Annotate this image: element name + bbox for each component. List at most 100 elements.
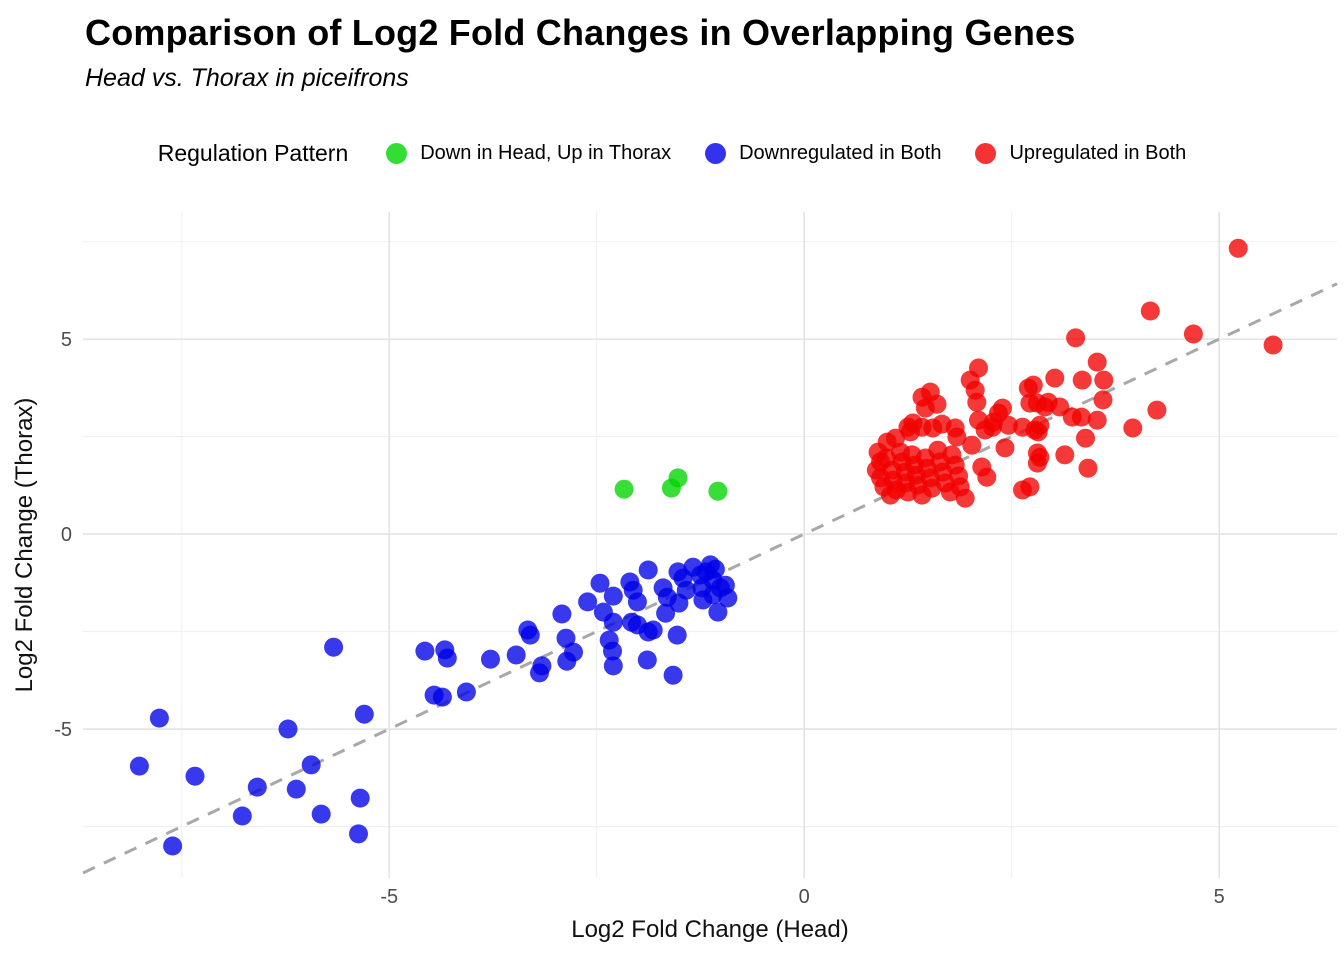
data-point — [1020, 477, 1040, 497]
x-axis-tick-labels: -5 0 5 — [380, 886, 1224, 908]
chart-title: Comparison of Log2 Fold Changes in Overl… — [85, 12, 1076, 53]
data-point — [708, 602, 728, 622]
data-point — [278, 719, 298, 739]
data-point — [432, 687, 452, 707]
legend-key-dot — [705, 142, 727, 164]
data-point — [1263, 335, 1283, 355]
data-point — [962, 435, 982, 455]
minor-gridlines — [83, 212, 1337, 878]
data-point — [603, 641, 622, 661]
data-point — [947, 427, 967, 447]
data-point — [530, 663, 549, 683]
data-point — [667, 625, 687, 645]
data-point — [663, 665, 683, 685]
chart-svg: -5 0 5 -5 0 5 Log2 Fold Change (Head) Log2 F… — [11, 212, 1338, 943]
data-point — [1183, 324, 1203, 344]
data-point — [998, 415, 1018, 435]
data-point — [1147, 400, 1167, 420]
data-point — [349, 824, 368, 844]
data-point — [1123, 418, 1143, 438]
data-point — [993, 398, 1012, 418]
data-point — [1023, 375, 1043, 395]
x-tick-label: 5 — [1214, 886, 1225, 908]
data-point — [1030, 415, 1050, 435]
data-point — [955, 488, 975, 508]
data-point — [627, 592, 647, 612]
data-point — [1030, 447, 1050, 467]
data-point — [324, 637, 344, 657]
data-point — [1140, 301, 1160, 321]
data-point — [1071, 407, 1091, 427]
data-point — [185, 766, 205, 786]
y-axis-title: Log2 Fold Change (Thorax) — [11, 398, 38, 693]
data-point — [590, 573, 610, 593]
series-down-in-head-up-in-thorax — [614, 468, 728, 501]
data-point — [163, 836, 183, 856]
data-point — [969, 358, 988, 378]
y-tick-label: 5 — [61, 329, 72, 351]
data-point — [311, 804, 331, 824]
y-axis-tick-labels: -5 0 5 — [54, 329, 72, 741]
data-point — [603, 612, 623, 632]
x-tick-label: -5 — [380, 886, 398, 908]
data-point — [506, 645, 526, 665]
data-point — [481, 649, 500, 669]
data-point — [552, 604, 572, 624]
data-point — [603, 586, 623, 606]
data-point — [556, 628, 576, 648]
chart-subtitle: Head vs. Thorax in piceifrons — [85, 64, 409, 92]
data-point — [637, 650, 657, 670]
data-point — [564, 642, 583, 662]
data-point — [1076, 428, 1095, 448]
data-point — [995, 438, 1015, 458]
data-point — [437, 648, 457, 668]
series-upregulated-in-both — [866, 238, 1283, 508]
data-point — [1072, 370, 1092, 390]
legend-item: Downregulated in Both — [705, 142, 941, 165]
data-point — [232, 806, 252, 826]
data-point — [603, 656, 623, 676]
data-point — [708, 481, 728, 501]
legend-key-dot — [975, 142, 997, 164]
data-point — [1087, 410, 1107, 430]
series-downregulated-in-both — [129, 555, 738, 856]
data-point — [1055, 445, 1075, 465]
legend-item: Down in Head, Up in Thorax — [386, 142, 671, 165]
data-point — [415, 641, 435, 661]
data-point — [718, 588, 738, 608]
data-point — [1093, 390, 1113, 410]
data-point — [129, 756, 149, 776]
legend-key-dot — [386, 142, 408, 164]
data-points — [129, 238, 1283, 856]
legend-item-label: Upregulated in Both — [1009, 141, 1187, 164]
data-point — [977, 467, 997, 487]
data-point — [927, 394, 947, 414]
data-point — [350, 788, 370, 808]
data-point — [676, 580, 696, 600]
data-point — [668, 468, 688, 488]
data-point — [1066, 328, 1086, 348]
legend-title: Regulation Pattern — [157, 139, 349, 166]
data-point — [705, 559, 725, 579]
data-point — [643, 620, 663, 640]
y-tick-label: 0 — [61, 524, 72, 546]
legend-item: Upregulated in Both — [975, 142, 1186, 165]
data-point — [286, 779, 306, 799]
x-axis-title: Log2 Fold Change (Head) — [571, 916, 849, 943]
data-point — [1045, 368, 1065, 388]
legend-item-label: Downregulated in Both — [739, 141, 942, 164]
data-point — [1087, 352, 1107, 372]
data-point — [578, 592, 598, 612]
data-point — [149, 708, 169, 728]
data-point — [301, 755, 321, 775]
data-point — [247, 777, 267, 797]
data-point — [656, 603, 676, 623]
data-point — [354, 704, 374, 724]
y-tick-label: -5 — [54, 719, 72, 741]
data-point — [1094, 370, 1114, 390]
legend-item-label: Down in Head, Up in Thorax — [420, 141, 672, 164]
data-point — [614, 479, 634, 499]
data-point — [520, 625, 540, 645]
data-point — [638, 560, 658, 580]
